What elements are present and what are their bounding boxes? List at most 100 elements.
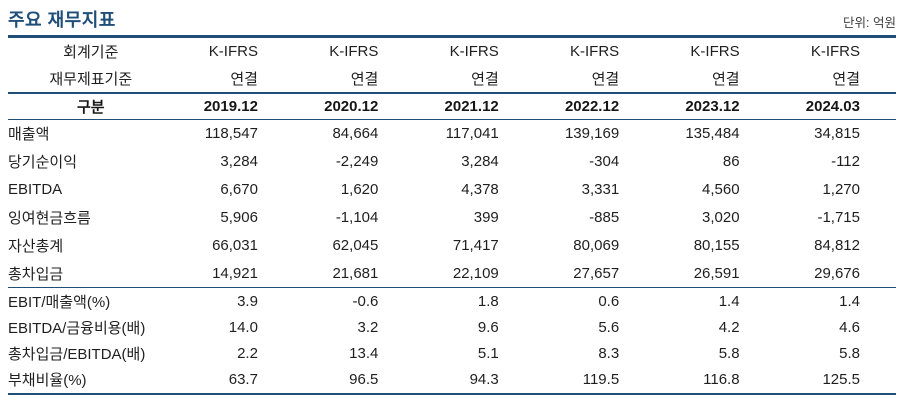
table-row-borrowings-to-ebitda: 총차입금/EBITDA(배) 2.2 13.4 5.1 8.3 5.8 5.8 [8, 341, 896, 368]
period-header: 2020.12 [324, 97, 379, 115]
ratio-value: 94.3 [469, 371, 499, 389]
period-header-label: 구분 [76, 98, 105, 116]
metric-value: 21,681 [332, 264, 379, 282]
metric-label: 잉여현금흐름 [8, 210, 91, 227]
accounting-standard-value: K-IFRS [208, 42, 258, 60]
accounting-standard-value: K-IFRS [570, 42, 620, 60]
metric-value: 34,815 [814, 125, 860, 143]
metric-value: -885 [589, 209, 620, 226]
metric-value: 1,620 [340, 181, 379, 198]
table-row-ebitda-interest-coverage: EBITDA/금융비용(배) 14.0 3.2 9.6 5.6 4.2 4.6 [8, 314, 896, 341]
metric-value: 26,591 [693, 264, 740, 282]
period-header: 2021.12 [444, 97, 499, 115]
statement-basis-value: 연결 [350, 70, 379, 88]
table-row-total-borrowings: 총차입금 14,921 21,681 22,109 27,657 26,591 … [8, 260, 896, 288]
table-row-total-assets: 자산총계 66,031 62,045 71,417 80,069 80,155 … [8, 232, 896, 260]
ratio-value: 2.2 [237, 345, 258, 363]
ratio-value: 116.8 [703, 371, 740, 389]
metric-value: 139,169 [564, 125, 620, 143]
ratio-value: -0.6 [352, 292, 379, 310]
metric-value: 86 [722, 153, 740, 170]
metric-label: EBITDA [8, 181, 63, 198]
metric-value: 71,417 [452, 237, 499, 254]
metric-value: 14,921 [212, 264, 258, 282]
metric-value: 3,331 [581, 181, 620, 198]
metric-value: 1,270 [822, 181, 860, 198]
metric-value: 80,155 [693, 237, 740, 254]
accounting-standard-value: K-IFRS [810, 42, 860, 60]
metric-label: 자산총계 [8, 238, 64, 255]
metric-value: 22,109 [452, 264, 499, 282]
metric-value: 399 [473, 209, 499, 226]
accounting-standard-label: 회계기준 [63, 43, 119, 61]
ratio-value: 8.3 [598, 345, 620, 363]
period-header: 2019.12 [203, 97, 258, 115]
metric-label: 당기순이익 [8, 154, 78, 171]
metric-value: 27,657 [573, 264, 620, 282]
metric-value: 84,812 [814, 237, 860, 254]
table-row-net-income: 당기순이익 3,284 -2,249 3,284 -304 86 -112 [8, 148, 896, 176]
metric-value: -1,104 [335, 209, 379, 226]
metric-value: 4,378 [461, 181, 499, 198]
metric-value: 117,041 [445, 125, 499, 143]
metric-value: 4,560 [702, 181, 740, 198]
metric-value: 29,676 [814, 264, 860, 282]
period-header: 2022.12 [564, 97, 620, 115]
statement-basis-value: 연결 [471, 70, 499, 88]
metric-value: 135,484 [685, 125, 740, 143]
ratio-value: 3.9 [237, 292, 258, 310]
period-header-row: 구분 2019.12 2020.12 2021.12 2022.12 2023.… [8, 93, 896, 120]
ratio-value: 5.8 [839, 345, 860, 363]
ratio-label: 부채비율(%) [8, 372, 87, 390]
table-row-ebitda: EBITDA 6,670 1,620 4,378 3,331 4,560 1,2… [8, 176, 896, 204]
period-header: 2023.12 [685, 97, 740, 115]
ratio-value: 125.5 [822, 371, 860, 389]
metric-label: 총차입금 [8, 265, 64, 283]
metric-value: -112 [831, 153, 860, 170]
statement-basis-value: 연결 [832, 70, 860, 88]
metric-value: 84,664 [332, 125, 379, 143]
statement-basis-value: 연결 [230, 70, 258, 88]
accounting-standard-value: K-IFRS [449, 42, 499, 60]
metric-value: 3,020 [702, 209, 740, 226]
table-row-free-cash-flow: 잉여현금흐름 5,906 -1,104 399 -885 3,020 -1,71… [8, 204, 896, 232]
table-row-debt-ratio: 부채비율(%) 63.7 96.5 94.3 119.5 116.8 125.5 [8, 367, 896, 394]
financial-indicators-table: 회계기준 K-IFRS K-IFRS K-IFRS K-IFRS K-IFRS … [8, 35, 896, 395]
ratio-value: 63.7 [228, 371, 258, 389]
metric-value: 5,906 [220, 209, 258, 226]
ratio-value: 4.6 [839, 318, 860, 336]
ratio-value: 4.2 [718, 318, 740, 336]
metric-value: 3,284 [220, 153, 258, 170]
ratio-value: 5.6 [598, 318, 620, 336]
ratio-value: 14.0 [228, 318, 258, 336]
metric-value: 80,069 [573, 237, 620, 254]
metric-value: 118,547 [204, 125, 258, 143]
period-header: 2024.03 [805, 97, 860, 115]
ratio-value: 9.6 [477, 318, 499, 336]
statement-basis-value: 연결 [591, 70, 620, 88]
ratio-value: 3.2 [357, 318, 379, 336]
ratio-value: 5.8 [718, 345, 740, 363]
accounting-standard-row: 회계기준 K-IFRS K-IFRS K-IFRS K-IFRS K-IFRS … [8, 37, 896, 65]
ratio-label: EBIT/매출액(%) [8, 293, 111, 311]
section-header: 주요 재무지표 단위: 억원 [8, 2, 896, 32]
ratio-value: 119.5 [582, 371, 620, 389]
metric-value: 66,031 [212, 237, 258, 254]
table-row-ebit-margin: EBIT/매출액(%) 3.9 -0.6 1.8 0.6 1.4 1.4 [8, 288, 896, 315]
metric-value: 6,670 [220, 181, 258, 198]
metric-value: -2,249 [335, 153, 379, 170]
statement-basis-value: 연결 [711, 70, 740, 88]
ratio-value: 0.6 [598, 292, 620, 310]
ratio-value: 1.4 [839, 292, 860, 310]
statement-basis-label: 재무제표기준 [49, 70, 133, 88]
ratio-label: EBITDA/금융비용(배) [8, 319, 146, 337]
metric-value: 62,045 [332, 237, 379, 254]
accounting-standard-value: K-IFRS [329, 42, 379, 60]
ratio-value: 1.8 [477, 292, 499, 310]
table-row-revenue: 매출액 118,547 84,664 117,041 139,169 135,4… [8, 120, 896, 148]
accounting-standard-value: K-IFRS [690, 42, 740, 60]
metric-value: 3,284 [461, 153, 499, 170]
ratio-value: 13.4 [349, 345, 379, 363]
page-title: 주요 재무지표 [8, 10, 116, 30]
